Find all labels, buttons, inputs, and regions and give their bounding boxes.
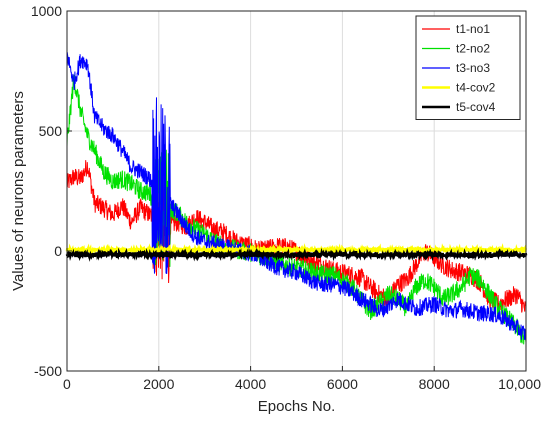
series-line-t4-cov2 <box>65 243 528 257</box>
y-tick-label-2: 500 <box>39 123 63 139</box>
legend-entry-t3-no3: t3-no3 <box>456 61 490 75</box>
series-line-t5-cov4 <box>65 247 528 262</box>
series-layer <box>65 51 528 345</box>
legend: t1-no1 t2-no2 t3-no3 t4-cov2 t5-cov4 <box>415 15 521 120</box>
legend-entry-t1-no1: t1-no1 <box>456 22 490 36</box>
legend-entry-t4-cov2: t4-cov2 <box>456 81 496 95</box>
x-tick-label-1: 2000 <box>143 376 174 392</box>
x-tick-label-0: 0 <box>63 376 71 392</box>
y-axis-label: Values of neurons parameters <box>10 91 27 291</box>
series-line-t3-no3 <box>66 51 527 341</box>
x-tick-label-5: 10,000 <box>498 376 541 392</box>
series-line-t1-no1 <box>66 160 527 313</box>
x-axis-label: Epochs No. <box>258 398 336 415</box>
x-tick-label-2: 4000 <box>235 376 266 392</box>
legend-entry-t2-no2: t2-no2 <box>456 42 490 56</box>
x-tick-label-3: 6000 <box>327 376 358 392</box>
x-tick-label-4: 8000 <box>419 376 450 392</box>
legend-entry-t5-cov4: t5-cov4 <box>456 100 496 114</box>
y-tick-label-0: -500 <box>34 363 62 379</box>
y-tick-label-1: 0 <box>54 243 62 259</box>
plot-area-frame <box>66 10 527 372</box>
series-line-t2-no2 <box>66 74 527 345</box>
y-tick-label-3: 1000 <box>31 3 62 19</box>
